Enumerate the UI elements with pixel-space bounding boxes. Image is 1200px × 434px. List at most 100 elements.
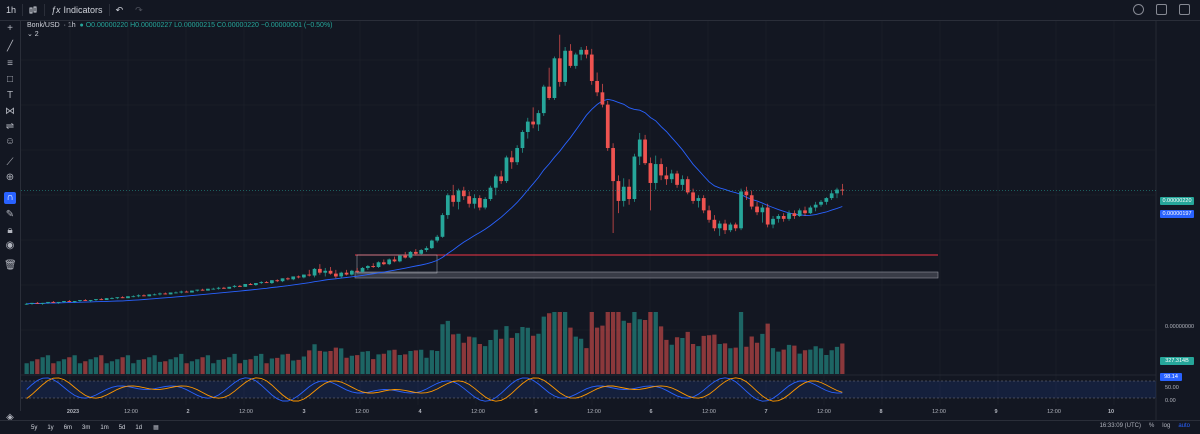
visibility-tool-icon[interactable]: ◉ — [5, 240, 15, 251]
trash-tool-icon[interactable]: 🗑︎ — [4, 260, 17, 271]
stay-drawing-tool-icon[interactable]: ✎ — [5, 209, 15, 220]
volume-bar — [381, 353, 386, 374]
candle-body — [168, 292, 173, 295]
candle-body — [200, 289, 205, 291]
text-tool-icon[interactable]: T — [6, 90, 14, 101]
undo-button[interactable]: ↶ — [115, 4, 124, 15]
candle-body — [350, 270, 354, 275]
range-button-5y[interactable]: 5y — [31, 424, 38, 431]
range-button-5d[interactable]: 5d — [118, 424, 126, 431]
interval-button[interactable]: 1h — [6, 5, 17, 15]
candle-body — [46, 301, 50, 303]
auto-toggle[interactable]: auto — [1178, 423, 1190, 429]
shape-tool-icon[interactable]: □ — [6, 74, 14, 85]
pattern-tool-icon[interactable]: ⋈ — [5, 106, 15, 117]
magnet-tool-icon[interactable]: ∩ — [4, 192, 16, 204]
volume-bar — [248, 359, 253, 374]
volume-bar — [83, 361, 88, 374]
time-axis-label: 2 — [186, 409, 190, 415]
volume-bar — [637, 319, 642, 374]
volume-bar — [259, 353, 264, 374]
fib-tool-icon[interactable]: ≡ — [7, 58, 13, 69]
settings-icon[interactable] — [1133, 4, 1144, 15]
volume-bar — [408, 351, 413, 374]
candle-body — [824, 198, 829, 202]
volume-bar — [125, 355, 131, 374]
candle-body — [808, 207, 813, 214]
volume-bar — [285, 353, 291, 374]
volume-bar — [744, 346, 749, 374]
candle-body — [413, 251, 418, 254]
volume-bar — [312, 344, 317, 374]
candle-body — [781, 216, 786, 219]
zoom-in-tool-icon[interactable]: ⊕ — [5, 172, 15, 183]
lock-tool-icon[interactable]: 🔒︎ — [7, 225, 13, 236]
volume-bar — [696, 346, 701, 374]
candle-body — [360, 267, 365, 272]
candle-body — [797, 210, 802, 217]
stoch-d-line — [26, 377, 843, 402]
range-button-1d[interactable]: 1d — [135, 424, 143, 431]
volume-bar — [461, 342, 466, 374]
volume-bar — [280, 354, 285, 374]
redo-button[interactable]: ↷ — [135, 4, 143, 15]
volume-bar — [541, 316, 546, 374]
prediction-tool-icon[interactable]: ⇌ — [5, 121, 15, 132]
symbol-name[interactable]: Bonk/USD — [27, 22, 60, 29]
candle-body — [835, 189, 839, 194]
volume-bar — [493, 329, 498, 374]
candle-body — [190, 290, 194, 293]
log-toggle[interactable]: log — [1162, 423, 1171, 429]
candle-body — [819, 201, 823, 205]
candle-body — [227, 286, 232, 289]
candle-body — [392, 259, 397, 262]
crosshair-tool-icon[interactable]: + — [7, 23, 13, 34]
volume-bar — [616, 312, 621, 374]
candle-body — [110, 298, 114, 299]
candle-body — [94, 299, 98, 301]
volume-bar — [525, 327, 530, 374]
candle-body — [536, 113, 541, 125]
volume-bar — [824, 355, 829, 374]
candle-body — [104, 298, 109, 301]
candle-body — [504, 157, 509, 182]
volume-bar — [269, 358, 275, 374]
candle-body — [158, 293, 162, 295]
ruler-tool-icon[interactable]: ⟋ — [6, 157, 14, 168]
range-button-3m[interactable]: 3m — [82, 424, 91, 431]
candle-body — [440, 215, 445, 237]
time-axis-label: 7 — [764, 409, 768, 415]
time-axis-label: 12:00 — [355, 409, 369, 415]
volume-bar — [29, 361, 35, 374]
chart-type-button[interactable] — [23, 0, 44, 20]
indicators-button[interactable]: ƒx Indicators — [45, 0, 109, 20]
volume-bar — [781, 349, 786, 374]
divider — [108, 4, 110, 16]
candle-body — [381, 262, 386, 265]
emoji-tool-icon[interactable]: ☺ — [4, 136, 16, 147]
calendar-icon[interactable]: ▦ — [153, 425, 159, 431]
candle-body — [206, 288, 210, 291]
fullscreen-icon[interactable] — [1179, 4, 1190, 15]
volume-bar — [163, 361, 168, 374]
volume-bar — [93, 357, 99, 374]
candle-body — [355, 270, 360, 272]
trendline-tool-icon[interactable]: ╱ — [6, 41, 14, 52]
stoch-tick-0: 0.00 — [1165, 398, 1176, 404]
legend-collapse-button[interactable]: ⌄ 2 — [27, 31, 39, 38]
candle-body — [648, 163, 653, 183]
screenshot-icon[interactable] — [1156, 4, 1167, 15]
volume-bar — [738, 312, 744, 374]
time-axis-label: 4 — [418, 409, 422, 415]
range-button-6m[interactable]: 6m — [63, 424, 73, 431]
clock[interactable]: 16:33:09 (UTC) — [1099, 423, 1141, 429]
range-button-1m[interactable]: 1m — [100, 424, 109, 431]
time-axis-label: 12:00 — [124, 409, 138, 415]
percent-toggle[interactable]: % — [1148, 423, 1155, 429]
range-button-1y[interactable]: 1y — [47, 424, 54, 431]
volume-bar — [61, 359, 67, 374]
candle-body — [749, 195, 754, 207]
volume-bar — [488, 340, 493, 374]
candle-body — [445, 195, 450, 216]
